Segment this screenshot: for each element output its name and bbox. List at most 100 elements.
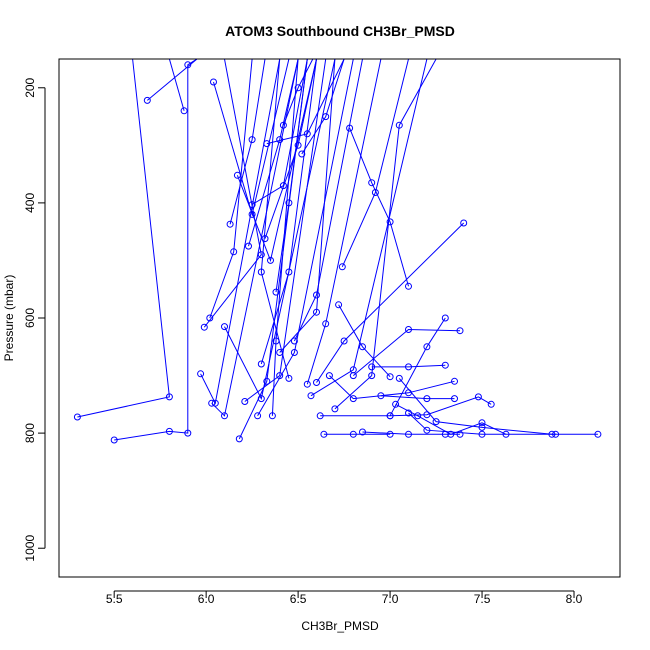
series-line (211, 59, 299, 417)
data-point (368, 179, 376, 187)
data-point (359, 343, 366, 351)
series-profile-6 (200, 59, 265, 331)
data-point (316, 412, 324, 420)
series-line (257, 59, 354, 417)
series-line (275, 59, 308, 293)
data-point (441, 361, 449, 369)
series-profile-11 (226, 59, 266, 228)
series-line (244, 59, 327, 402)
data-point (290, 337, 298, 345)
x-tick-label: 6.0 (198, 592, 215, 606)
data-point (73, 413, 81, 421)
series-profile-22 (272, 59, 308, 296)
series-line (260, 59, 290, 379)
data-point (423, 426, 431, 434)
series-line (301, 59, 345, 155)
y-axis-label: Pressure (mbar) (2, 275, 16, 362)
data-point (338, 263, 346, 271)
series-line (282, 59, 314, 126)
series-profile-10 (221, 59, 336, 403)
series-profile-37 (346, 124, 412, 290)
data-point (349, 430, 357, 438)
series-profile-45 (405, 409, 560, 438)
series-profile-2 (110, 59, 198, 444)
series-profile-7 (206, 59, 253, 322)
data-point (263, 377, 271, 385)
chart-title: ATOM3 Southbound CH3Br_PMSD (225, 23, 455, 39)
y-tick-label: 200 (23, 77, 37, 97)
series-line (398, 378, 598, 435)
series-line (390, 396, 492, 417)
data-point (263, 140, 271, 148)
series-profile-38 (349, 326, 464, 380)
series-line (168, 59, 185, 111)
y-tick-label: 400 (23, 193, 37, 213)
data-point (184, 429, 192, 437)
data-point (285, 374, 293, 382)
data-point (456, 327, 464, 335)
data-point (257, 251, 265, 259)
series-line (114, 59, 198, 441)
data-point (423, 343, 431, 351)
data-point (368, 372, 376, 380)
series-profile-30 (313, 219, 468, 386)
data-point (423, 395, 431, 403)
data-point (200, 323, 208, 331)
data-point (261, 235, 269, 243)
data-point (313, 308, 320, 316)
data-point (307, 392, 315, 400)
data-point (257, 360, 265, 368)
series-line (408, 412, 556, 435)
x-axis-label: CH3Br_PMSD (301, 619, 379, 633)
data-point (165, 393, 173, 401)
series-profile-3 (143, 59, 198, 104)
x-tick-label: 5.5 (106, 592, 123, 606)
data-point (303, 380, 311, 388)
data-point (165, 427, 173, 435)
data-point (210, 78, 217, 86)
series-line (203, 59, 262, 328)
series-line (200, 59, 281, 405)
data-point (487, 400, 495, 408)
series-line (362, 431, 460, 435)
data-point (405, 363, 412, 371)
axis-layer: 5.5 6.0 6.5 7.0 7.5 8.0 200 400 600 800 1000 (23, 77, 583, 606)
data-point (325, 372, 333, 380)
data-point (346, 124, 354, 132)
data-point (303, 130, 311, 138)
data-point (395, 374, 403, 382)
y-tick-label: 800 (23, 423, 37, 443)
series-line (146, 59, 198, 101)
data-point (226, 220, 234, 228)
data-point (276, 349, 284, 356)
data-point (235, 435, 243, 443)
x-tick-label: 8.0 (566, 592, 583, 606)
data-point (208, 399, 216, 407)
data-point (313, 291, 320, 299)
data-point (248, 201, 256, 209)
data-point (248, 210, 256, 218)
series-profile-27 (298, 59, 345, 158)
series-line (320, 317, 446, 417)
series-profile-24 (279, 59, 314, 129)
series-profile-34 (331, 59, 437, 413)
series-line (341, 59, 409, 268)
series-profile-28 (303, 59, 382, 388)
data-point (478, 419, 486, 427)
x-tick-label: 7.0 (382, 592, 399, 606)
data-point (460, 219, 468, 227)
data-point (335, 301, 343, 309)
series-line (209, 59, 253, 319)
plot-frame (58, 58, 621, 578)
data-point (285, 199, 293, 207)
series-line (264, 59, 317, 239)
series-line (77, 59, 170, 418)
data-point (386, 218, 394, 226)
data-point (474, 393, 482, 401)
data-point (478, 430, 486, 438)
series-line (266, 59, 345, 145)
data-point (143, 96, 151, 104)
series-profile-17 (254, 59, 354, 420)
series-line (248, 59, 299, 247)
data-point (478, 423, 486, 431)
